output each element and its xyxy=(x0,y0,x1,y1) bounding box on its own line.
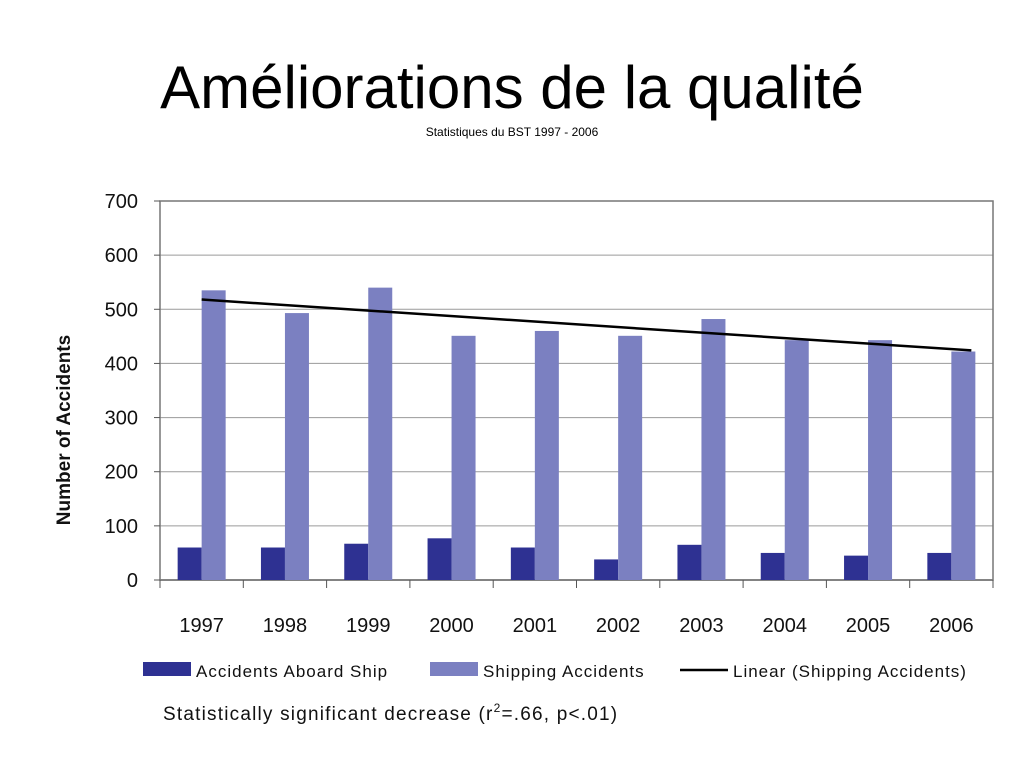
y-tick-label: 600 xyxy=(105,245,138,267)
legend-swatch-aboard xyxy=(143,662,191,676)
y-tick-label: 500 xyxy=(105,299,138,321)
bar-accidents-aboard-ship xyxy=(177,547,202,580)
y-tick-label: 400 xyxy=(105,353,138,375)
bar-accidents-aboard-ship xyxy=(594,559,619,580)
bar-accidents-aboard-ship xyxy=(427,538,452,580)
y-axis-label: Number of Accidents xyxy=(54,335,75,525)
bar-accidents-aboard-ship xyxy=(927,552,952,580)
bar-shipping-accidents xyxy=(451,335,476,580)
bar-shipping-accidents xyxy=(368,287,393,580)
bar-shipping-accidents xyxy=(201,290,226,580)
bar-shipping-accidents xyxy=(618,335,643,580)
x-tick-label: 2001 xyxy=(513,615,558,637)
trendline xyxy=(201,298,972,352)
x-tick-label: 2003 xyxy=(679,615,724,637)
bar-accidents-aboard-ship xyxy=(344,543,369,580)
bar-accidents-aboard-ship xyxy=(760,552,785,580)
bar-accidents-aboard-ship xyxy=(677,544,702,580)
y-tick-label: 0 xyxy=(127,570,138,592)
y-tick-label: 100 xyxy=(105,516,138,538)
legend-swatch-shipping xyxy=(430,662,478,676)
x-tick-label: 1999 xyxy=(346,615,391,637)
legend-label-trend: Linear (Shipping Accidents) xyxy=(733,662,967,681)
x-tick-label: 2000 xyxy=(429,615,474,637)
y-tick-label: 200 xyxy=(105,462,138,484)
x-tick-label: 1998 xyxy=(263,615,308,637)
bar-shipping-accidents xyxy=(868,340,893,580)
y-tick-label: 700 xyxy=(105,191,138,213)
x-tick-label: 1997 xyxy=(179,615,224,637)
x-tick-label: 2006 xyxy=(929,615,974,637)
slide-subtitle: Statistiques du BST 1997 - 2006 xyxy=(425,125,599,139)
chart-note: Statistically significant decrease (r2=.… xyxy=(163,701,618,725)
bar-shipping-accidents xyxy=(701,319,726,580)
y-tick-label: 300 xyxy=(105,408,138,430)
bars xyxy=(177,287,976,580)
bar-shipping-accidents xyxy=(284,313,309,580)
bar-shipping-accidents xyxy=(784,340,809,580)
x-tick-label: 2002 xyxy=(596,615,641,637)
bar-shipping-accidents xyxy=(534,330,559,580)
legend: Accidents Aboard Ship Shipping Accidents… xyxy=(143,662,967,681)
bar-accidents-aboard-ship xyxy=(844,555,869,580)
x-tick-label: 2005 xyxy=(846,615,891,637)
bar-shipping-accidents xyxy=(951,351,976,580)
slide-title: Améliorations de la qualité xyxy=(160,54,864,121)
bar-accidents-aboard-ship xyxy=(260,547,285,580)
legend-label-shipping: Shipping Accidents xyxy=(483,662,645,681)
bar-accidents-aboard-ship xyxy=(510,547,535,580)
y-axis-ticks: 0 100 200 300 400 500 600 700 xyxy=(105,191,160,592)
x-axis-ticks: 1997 1998 1999 2000 2001 2002 2003 2004 2005 2006 xyxy=(159,580,994,637)
x-tick-label: 2004 xyxy=(763,615,808,637)
legend-label-aboard: Accidents Aboard Ship xyxy=(196,662,388,681)
